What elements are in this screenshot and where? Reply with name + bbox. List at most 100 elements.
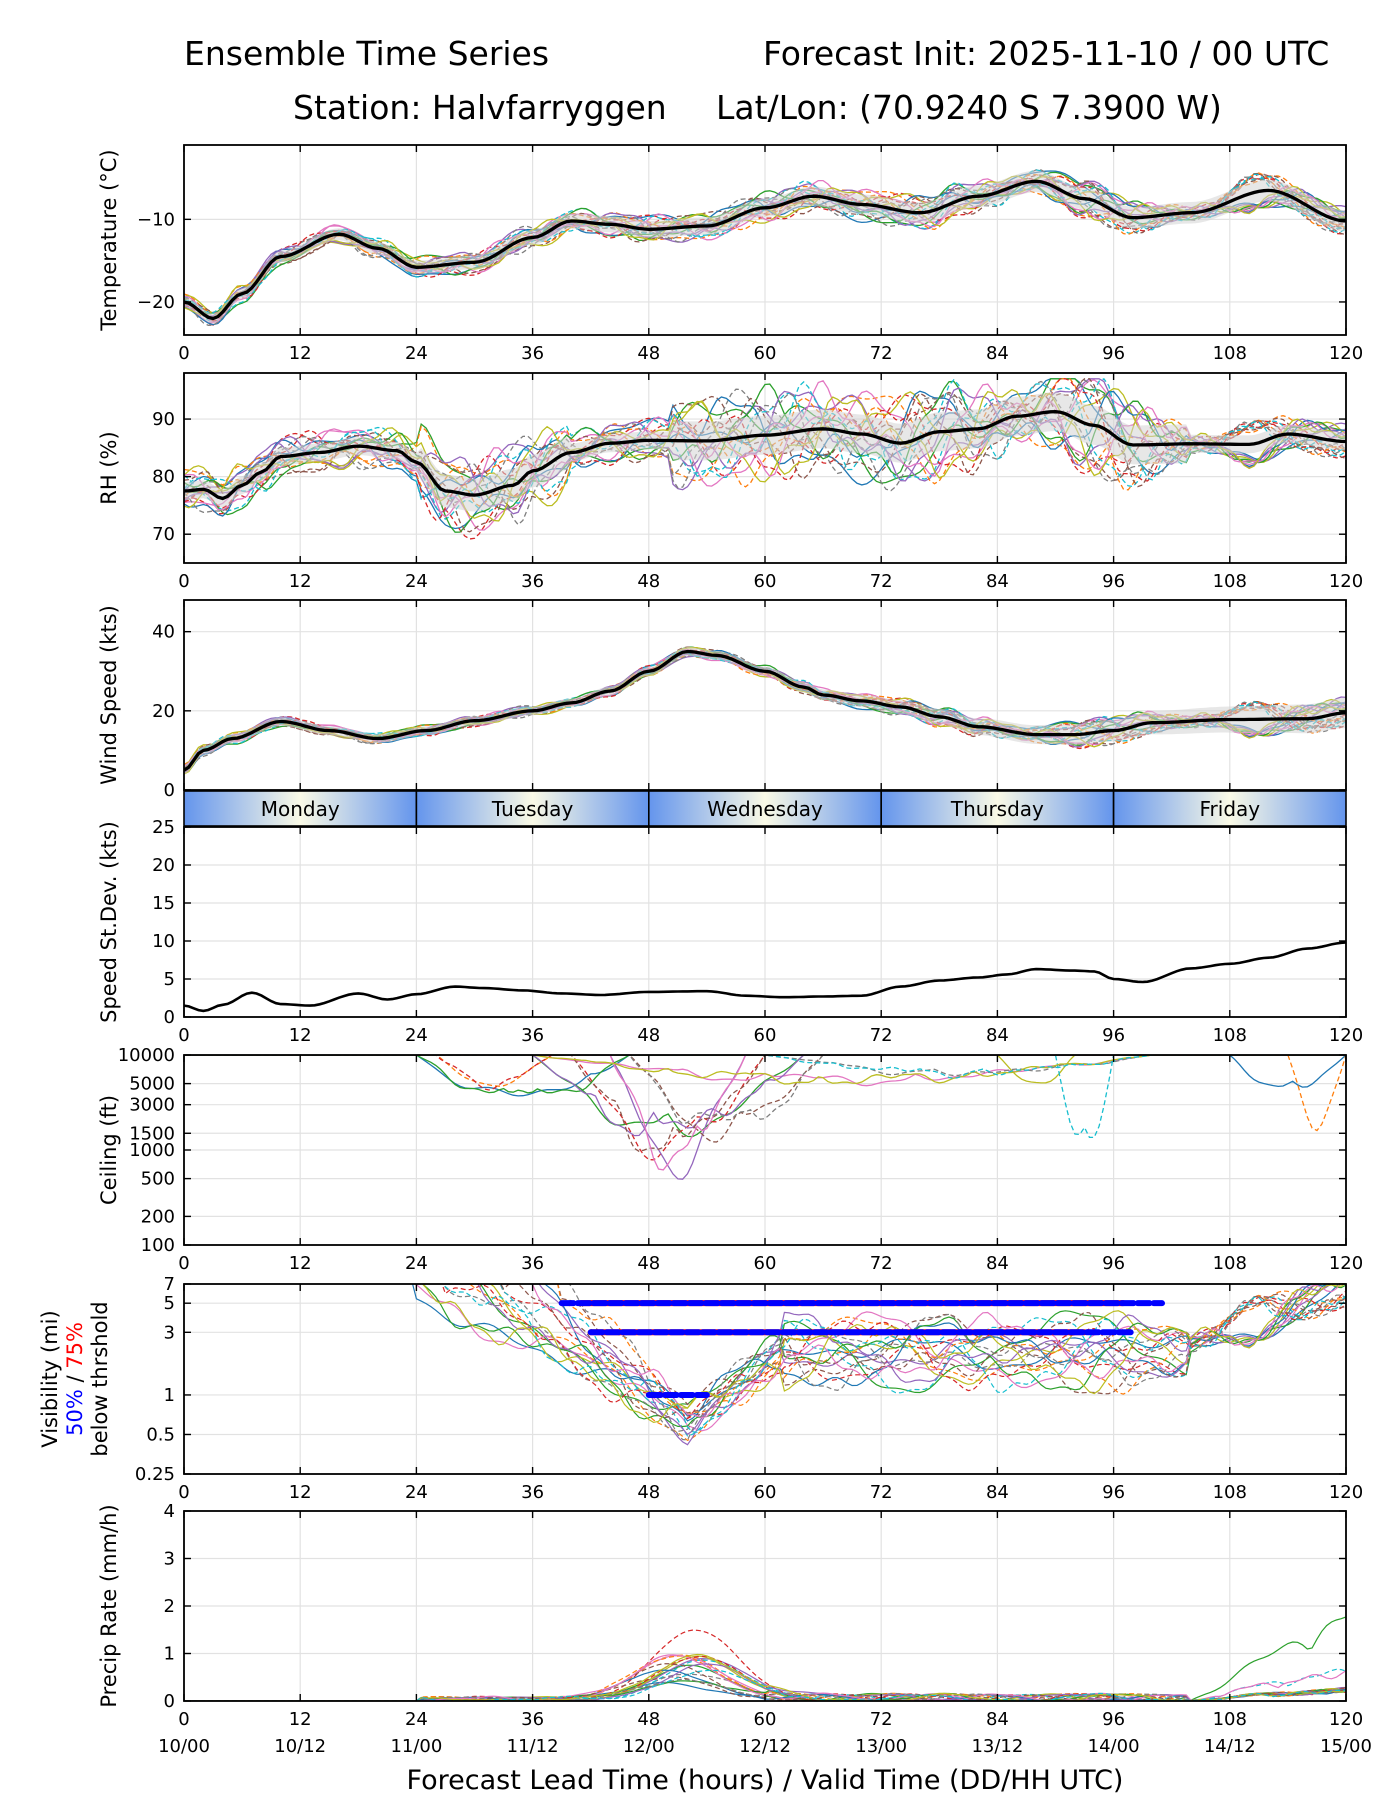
x-tick-label: 96	[1102, 1709, 1125, 1730]
y-tick-label: 20	[152, 701, 175, 722]
x-tick-label: 120	[1329, 1025, 1363, 1046]
y-axis-label-pct: 50% / 75%	[63, 1322, 87, 1436]
y-tick-label: 0.25	[135, 1464, 175, 1485]
valid-time-label: 12/12	[739, 1736, 791, 1757]
wind-spread-band	[184, 647, 1346, 775]
visibility-threshold-bars	[558, 1300, 1166, 1398]
y-tick-label: 20	[152, 855, 175, 876]
x-tick-label: 72	[870, 1709, 893, 1730]
x-tick-label: 48	[637, 1253, 660, 1274]
day-label-monday: Monday	[261, 797, 340, 821]
y-tick-label: 3000	[129, 1095, 175, 1116]
day-label-thursday: Thursday	[950, 797, 1044, 821]
x-tick-label: 108	[1213, 1709, 1247, 1730]
day-cell	[880, 790, 1115, 827]
y-axis-label: Ceiling (ft)	[97, 1095, 121, 1205]
valid-time-label: 11/00	[390, 1736, 442, 1757]
y-tick-label: 40	[152, 622, 175, 643]
y-tick-label: 0.5	[146, 1424, 175, 1445]
y-tick-label: 10000	[118, 1045, 175, 1066]
x-tick-label: 72	[870, 1253, 893, 1274]
panel-rh: 70 80 90 0 12 24 36 48 60 72 84 96 108 120 RH (%)	[97, 372, 1363, 592]
ensemble-member-line	[476, 1284, 1346, 1436]
x-tick-label: 96	[1102, 1253, 1125, 1274]
valid-time-label: 10/00	[158, 1736, 210, 1757]
x-tick-label: 96	[1102, 1482, 1125, 1503]
x-tick-label: 36	[521, 571, 544, 592]
valid-time-label: 11/12	[507, 1736, 559, 1757]
x-tick-label: 84	[986, 343, 1009, 364]
day-cell	[1112, 790, 1347, 827]
x-tick-label: 0	[178, 1025, 189, 1046]
ensemble-member-line	[184, 383, 1346, 520]
x-tick-label: 96	[1102, 571, 1125, 592]
x-tick-label: 24	[405, 1253, 428, 1274]
x-tick-label: 36	[521, 1025, 544, 1046]
x-tick-label: 108	[1213, 343, 1247, 364]
x-tick-label: 60	[754, 571, 777, 592]
ensemble-member-line	[184, 1055, 1346, 1085]
day-label-friday: Friday	[1199, 797, 1260, 821]
y-tick-label: 0	[164, 780, 175, 801]
rh-spread-band	[184, 392, 1346, 512]
y-tick-label: 3	[164, 1322, 175, 1343]
day-label-tuesday: Tuesday	[491, 797, 574, 821]
y-tick-label: −10	[137, 209, 175, 230]
ensemble-member-line	[184, 1055, 1346, 1137]
x-tick-label: 0	[178, 1482, 189, 1503]
y-tick-label: 2	[164, 1596, 175, 1617]
x-tick-label: 48	[637, 343, 660, 364]
ensemble-member-line	[442, 1284, 1346, 1433]
y-tick-label: 80	[152, 467, 175, 488]
y-tick-label: 100	[141, 1235, 175, 1256]
wind-ensemble-mean-line	[184, 649, 1346, 772]
x-tick-label: 24	[405, 571, 428, 592]
x-tick-label: 24	[405, 343, 428, 364]
x-tick-label: 60	[754, 343, 777, 364]
x-tick-label: 0	[178, 343, 189, 364]
y-axis-label: Precip Rate (mm/h)	[97, 1504, 121, 1707]
x-tick-label: 48	[637, 1482, 660, 1503]
x-tick-label: 84	[986, 1482, 1009, 1503]
valid-time-label: 10/12	[274, 1736, 326, 1757]
x-tick-label: 72	[870, 1025, 893, 1046]
x-tick-label: 0	[178, 1709, 189, 1730]
x-tick-label: 12	[289, 1709, 312, 1730]
day-cell	[415, 790, 650, 827]
x-tick-label: 12	[289, 1253, 312, 1274]
x-tick-label: 36	[521, 1253, 544, 1274]
y-axis-label-sub: below thrshold	[88, 1301, 112, 1456]
ensemble-member-line	[184, 1655, 1346, 1701]
x-axis-label: Forecast Lead Time (hours) / Valid Time …	[407, 1765, 1124, 1796]
station-name: Station: Halvfarryggen	[293, 88, 667, 127]
x-tick-label: 72	[870, 1482, 893, 1503]
day-cell	[183, 790, 418, 827]
x-tick-label: 0	[178, 1253, 189, 1274]
x-tick-label: 36	[521, 343, 544, 364]
y-tick-label: 7	[164, 1274, 175, 1295]
y-tick-label: 5	[164, 1293, 175, 1314]
valid-time-label: 13/12	[971, 1736, 1023, 1757]
forecast-init: Forecast Init: 2025-11-10 / 00 UTC	[763, 34, 1330, 73]
y-tick-label: 4	[164, 1501, 175, 1522]
y-tick-label: 1000	[129, 1140, 175, 1161]
y-tick-label: 5	[164, 969, 175, 990]
x-tick-label: 60	[754, 1025, 777, 1046]
x-tick-label: 108	[1213, 571, 1247, 592]
x-tick-label: 120	[1329, 1709, 1363, 1730]
valid-time-label: 14/00	[1088, 1736, 1140, 1757]
x-tick-label: 24	[405, 1709, 428, 1730]
x-tick-label: 72	[870, 571, 893, 592]
y-axis-label-main: Visibility (mi)	[38, 1310, 62, 1447]
panel-temperature: −20 −10 0 12 24 36 48 60 72 84 96 108 120 Temperature…	[97, 144, 1363, 364]
x-tick-label: 12	[289, 571, 312, 592]
y-tick-label: 10	[152, 931, 175, 952]
valid-time-axis: 10/00 10/12 11/00 11/12 12/00 12/12 13/00 13/12…	[158, 1736, 1372, 1796]
x-tick-label: 60	[754, 1709, 777, 1730]
x-tick-label: 0	[178, 571, 189, 592]
lat-lon: Lat/Lon: (70.9240 S 7.3900 W)	[716, 88, 1222, 127]
temperature-spread-band	[184, 170, 1346, 324]
